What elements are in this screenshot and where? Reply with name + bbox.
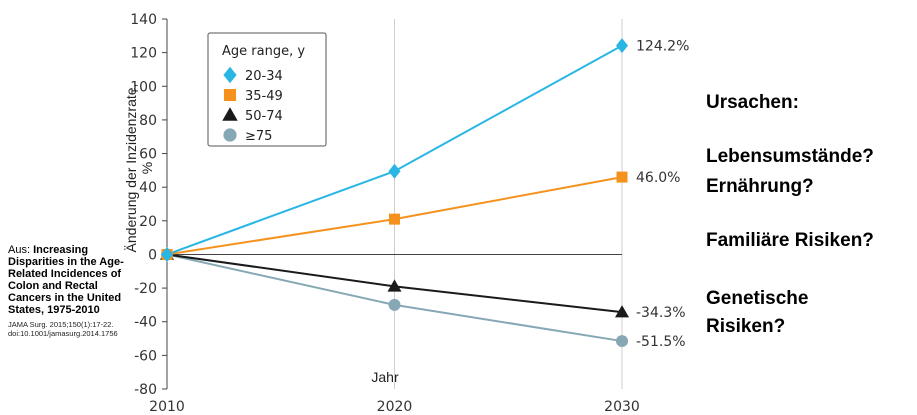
legend-label-circle: ≥75 [245, 129, 272, 144]
end-label-diamond: 124.2% [636, 39, 689, 55]
x-tick-label: 2030 [604, 399, 640, 415]
y-tick-label: 80 [139, 113, 157, 129]
note-familial: Familiäre Risiken? [706, 230, 874, 251]
source-title: Increasing Disparities in the Age-Relate… [8, 244, 124, 316]
end-label-square: 46.0% [636, 170, 680, 186]
source-citation-journal: JAMA Surg. 2015;150(1):17-22. [8, 320, 114, 329]
y-tick-label: -80 [134, 382, 157, 398]
legend-label-diamond: 20-34 [245, 69, 283, 84]
series-group [160, 38, 629, 348]
y-tick-label: -40 [134, 315, 157, 331]
note-genetic-1: Genetische [706, 288, 809, 309]
y-tick-label: -60 [134, 348, 157, 364]
source-prefix: Aus: [8, 244, 34, 256]
point-diamond-2010 [161, 246, 173, 262]
legend-marker-triangle [222, 107, 238, 121]
y-tick-label: 40 [139, 180, 157, 196]
legend-marker-square [223, 88, 237, 102]
y-tick-label: 140 [130, 12, 157, 28]
y-tick-labels: -80 -60 -40 -20 0 20 40 60 80 100 120 140 [130, 12, 157, 398]
source-reference: Aus: Increasing Disparities in the Age-R… [8, 244, 136, 338]
y-tick-label: 60 [139, 147, 157, 163]
point-circle-2030 [616, 335, 628, 348]
y-tick-label: 120 [130, 46, 157, 62]
x-axis-label: Jahr [371, 369, 399, 385]
legend-label-triangle: 50-74 [245, 109, 283, 124]
axes [162, 18, 622, 390]
legend-box [207, 32, 327, 147]
end-label-triangle: -34.3% [636, 305, 686, 321]
point-square-2020 [389, 213, 400, 225]
point-square-2030 [616, 171, 628, 183]
legend-marker-circle [223, 128, 237, 142]
point-triangle-2030 [615, 305, 629, 318]
y-tick-label: -20 [134, 281, 157, 297]
source-citation-doi: doi:10.1001/jamasurg.2014.1756 [8, 329, 118, 338]
y-tick-label: 100 [130, 79, 157, 95]
point-diamond-2030 [616, 38, 628, 54]
y-axis-label-line2: % [139, 162, 155, 174]
y-tick-label: 20 [139, 214, 157, 230]
point-diamond-2020 [388, 163, 401, 179]
end-label-circle: -51.5% [636, 334, 686, 350]
note-lifestyle: Lebensumstände? [706, 146, 874, 167]
end-labels: 124.2% 46.0% -34.3% -51.5% [636, 39, 689, 350]
point-triangle-2020 [387, 279, 402, 292]
y-tick-label: 0 [148, 247, 157, 263]
y-axis-label: Änderung der Inzidenzrate,% [123, 84, 155, 253]
point-circle-2020 [388, 298, 401, 311]
x-tick-labels: 2010 2020 2030 [149, 399, 640, 415]
note-nutrition: Ernährung? [706, 176, 814, 197]
grid-lines [394, 19, 623, 389]
legend-title: Age range, y [222, 44, 305, 59]
source-citation: JAMA Surg. 2015;150(1):17-22. doi:10.1001… [8, 320, 136, 338]
x-tick-label: 2020 [377, 399, 413, 415]
legend: Age range, y 20-34 35-49 50-74 ≥75 [207, 32, 327, 147]
legend-marker-diamond [223, 66, 237, 84]
legend-label-square: 35-49 [245, 89, 283, 104]
note-causes: Ursachen: [706, 92, 799, 113]
y-axis-label-line1: Änderung der Inzidenzrate, [123, 84, 139, 253]
note-genetic-2: Risiken? [706, 316, 786, 337]
x-tick-label: 2010 [149, 399, 185, 415]
